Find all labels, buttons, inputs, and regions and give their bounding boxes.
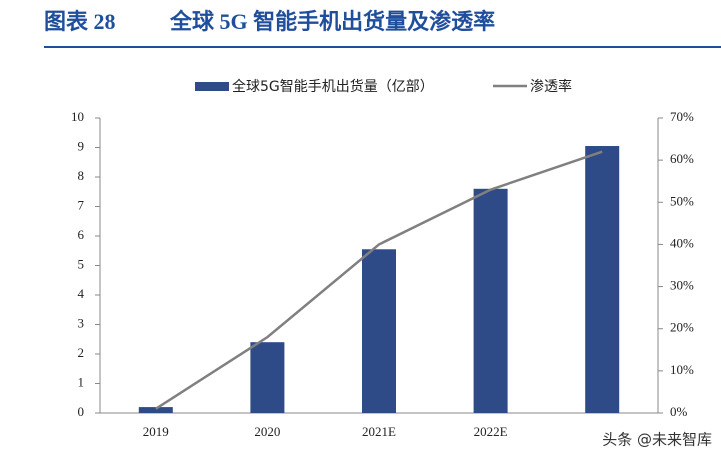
bar	[362, 249, 396, 413]
x-tick-label: 2022E	[474, 424, 508, 439]
y-tick-label: 4	[78, 286, 85, 301]
y-tick-label: 2	[78, 345, 85, 360]
y2-tick-label: 20%	[670, 320, 694, 335]
y-tick-label: 5	[78, 256, 85, 271]
y2-tick-label: 70%	[670, 109, 694, 124]
y-tick-label: 8	[78, 168, 85, 183]
figure-label: 图表 28	[44, 9, 116, 34]
y2-tick-label: 50%	[670, 193, 694, 208]
legend-label: 全球5G智能手机出货量（亿部）	[232, 78, 434, 95]
y2-tick-label: 40%	[670, 235, 694, 250]
y-tick-label: 1	[78, 374, 85, 389]
legend-swatch	[195, 82, 229, 91]
y-tick-label: 7	[78, 197, 85, 212]
watermark: 头条 @未来智库	[602, 431, 712, 449]
bar	[473, 188, 508, 413]
legend-label: 渗透率	[530, 78, 572, 95]
y2-tick-label: 60%	[670, 151, 694, 166]
y-tick-label: 6	[78, 227, 85, 242]
bar	[138, 407, 173, 413]
chart-title: 全球 5G 智能手机出货量及渗透率	[169, 9, 495, 34]
x-tick-label: 2021E	[362, 424, 396, 439]
y-tick-label: 9	[78, 138, 85, 153]
y-tick-label: 10	[71, 109, 84, 124]
bar	[250, 342, 285, 413]
y2-tick-label: 10%	[670, 362, 694, 377]
y2-tick-label: 30%	[670, 278, 694, 293]
x-tick-label: 2020	[254, 424, 280, 439]
y-tick-label: 3	[78, 315, 85, 330]
y-tick-label: 0	[78, 404, 85, 419]
y2-tick-label: 0%	[670, 404, 688, 419]
x-tick-label: 2019	[143, 424, 169, 439]
line	[155, 150, 603, 410]
bar	[585, 146, 620, 413]
